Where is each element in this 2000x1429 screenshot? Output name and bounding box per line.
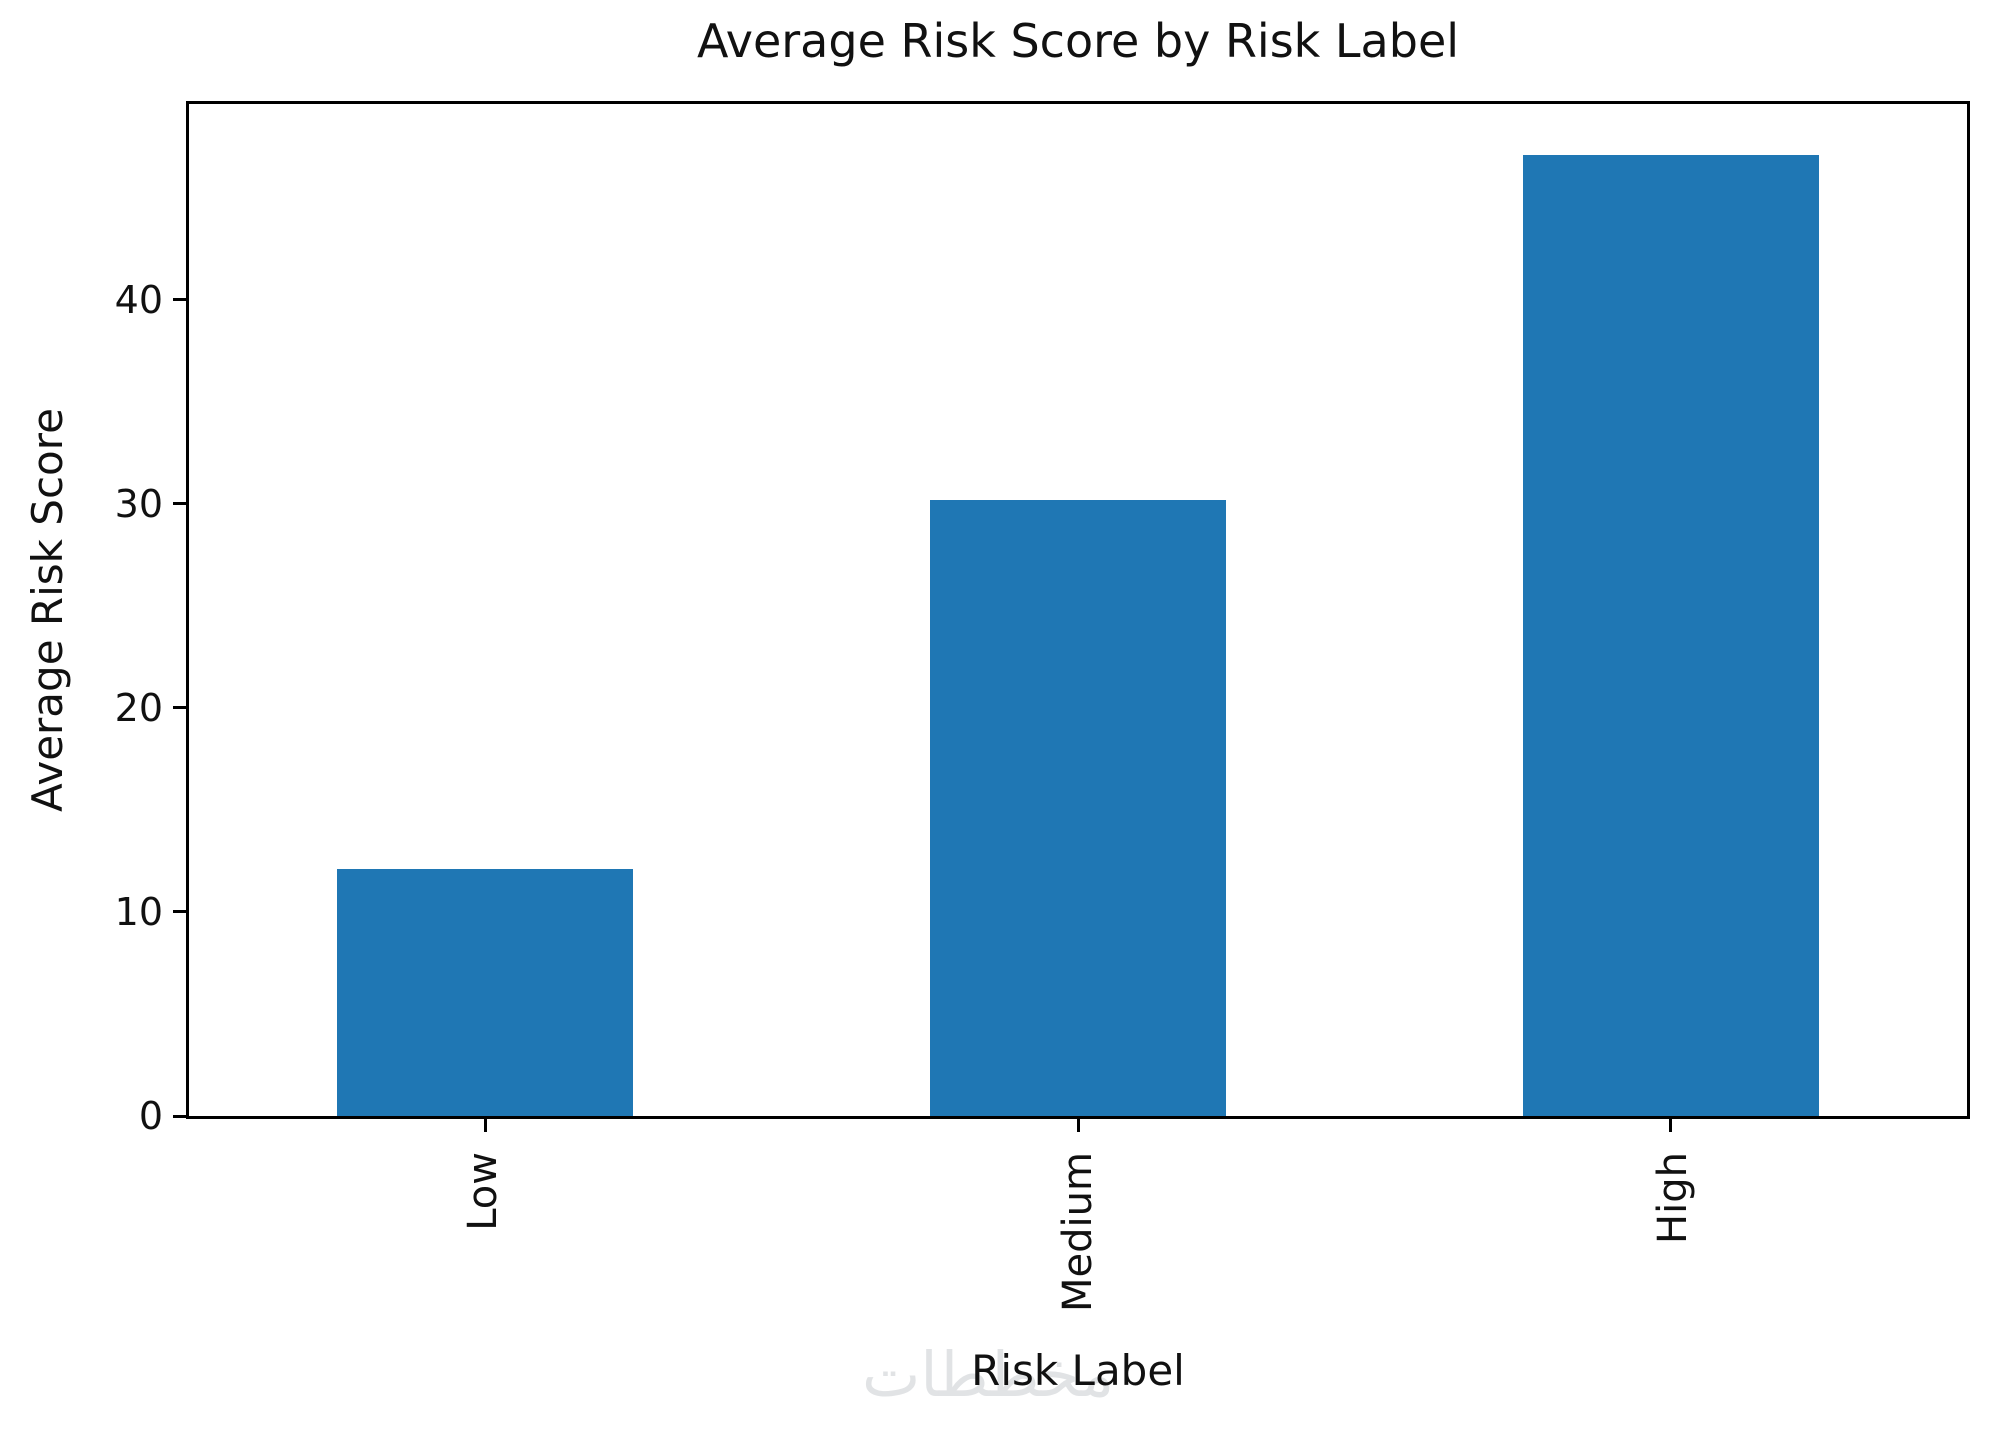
y-tick-mark	[173, 298, 186, 302]
x-tick-label-high: High	[1649, 1152, 1696, 1244]
x-tick-mark	[483, 1119, 487, 1132]
x-tick-mark	[1669, 1119, 1673, 1132]
bar-medium	[929, 499, 1227, 1116]
watermark-text: مخططات	[862, 1338, 1115, 1411]
bar-high	[1522, 155, 1819, 1116]
y-tick-mark	[173, 706, 186, 710]
bar-low	[337, 869, 634, 1116]
plot-area	[173, 101, 1970, 1132]
x-tick-label-medium: Medium	[1055, 1152, 1101, 1312]
x-tick-label-low: Low	[460, 1152, 507, 1231]
y-tick-mark	[173, 910, 186, 914]
x-tick-mark	[1076, 1119, 1080, 1132]
chart-title: Average Risk Score by Risk Label	[696, 14, 1460, 68]
y-tick-mark	[173, 1114, 186, 1118]
y-tick-labels: 0 10 20 30 40	[0, 0, 163, 1429]
y-tick-label-20: 20	[114, 685, 163, 730]
y-tick-label-0: 0	[138, 1094, 163, 1138]
y-tick-label-30: 30	[114, 481, 163, 526]
y-tick-label-10: 10	[114, 889, 163, 934]
y-tick-label-40: 40	[114, 277, 163, 322]
y-tick-mark	[173, 502, 186, 506]
x-axis-label: Risk Label	[971, 1346, 1185, 1395]
